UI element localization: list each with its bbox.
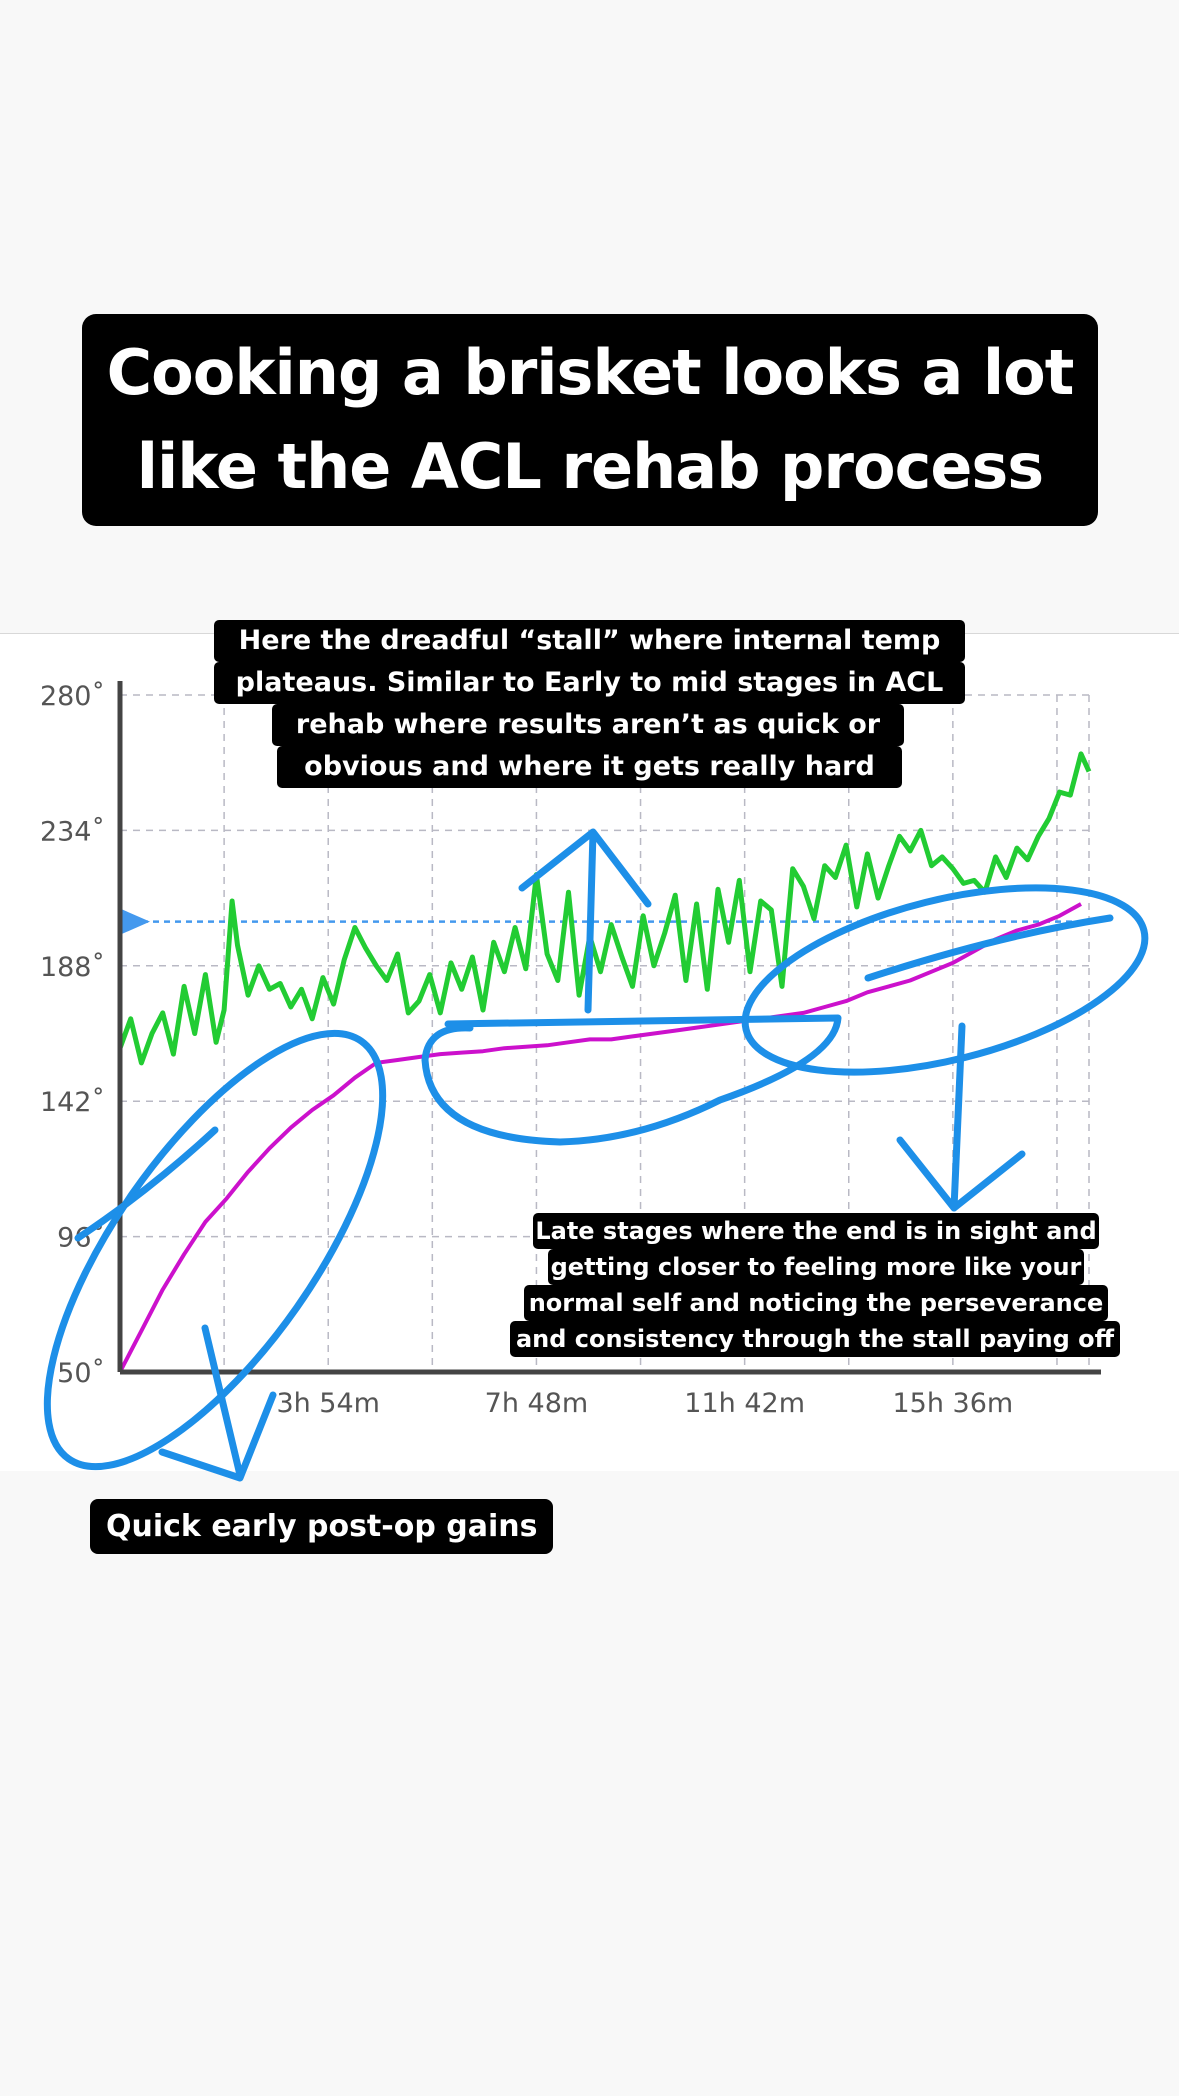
y-tick-label: 50˚: [57, 1358, 105, 1389]
early-gains-arrow: [158, 1324, 277, 1482]
series-layer: [117, 751, 1092, 1373]
axis-layer: 50˚96˚142˚188˚234˚280˚3h 54m 7h 48m 11h 42…: [40, 681, 1101, 1419]
stall-annotation-line: obvious and where it gets really hard: [277, 746, 902, 788]
stall-annotation-line: Here the dreadful “stall” where internal…: [214, 620, 965, 662]
target-layer: [118, 907, 1089, 936]
title-banner: Cooking a brisket looks a lot like the A…: [82, 314, 1098, 526]
late-stage-annotation-line: and consistency through the stall paying…: [510, 1321, 1120, 1357]
late-stage-ellipse: [741, 884, 1149, 1076]
ambient-temp-line: [117, 751, 1092, 1066]
early-gains-ellipse: [43, 1029, 387, 1471]
late-stage-arrow: [896, 1022, 1026, 1212]
early-gains-stroke: [74, 1126, 219, 1242]
target-temp-marker: [118, 907, 150, 936]
late-stage-annotation-line: getting closer to feeling more like your: [548, 1249, 1084, 1285]
x-tick-label: 3h 54m: [276, 1388, 380, 1419]
stall-arrow: [518, 828, 652, 1014]
late-stage-stroke: [864, 914, 1114, 982]
y-tick-label: 188˚: [40, 952, 105, 983]
y-tick-label: 234˚: [40, 816, 105, 847]
stall-annotation-line: rehab where results aren’t as quick or: [272, 704, 904, 746]
hand-drawn-annotations: [43, 828, 1149, 1482]
x-tick-label: 11h 42m: [684, 1388, 805, 1419]
early-gains-annotation: Quick early post-op gains: [90, 1499, 554, 1554]
late-stage-annotation-line: normal self and noticing the perseveranc…: [524, 1285, 1108, 1321]
page-title: Cooking a brisket looks a lot like the A…: [106, 336, 1075, 503]
y-tick-label: 280˚: [40, 681, 105, 712]
late-stage-annotation-line: Late stages where the end is in sight an…: [533, 1213, 1099, 1249]
y-tick-label: 142˚: [40, 1087, 105, 1118]
x-tick-label: 7h 48m: [485, 1388, 589, 1419]
x-tick-label: 15h 36m: [893, 1388, 1014, 1419]
internal-temp-line: [118, 902, 1082, 1373]
stall-annotation-line: plateaus. Similar to Early to mid stages…: [214, 662, 965, 704]
